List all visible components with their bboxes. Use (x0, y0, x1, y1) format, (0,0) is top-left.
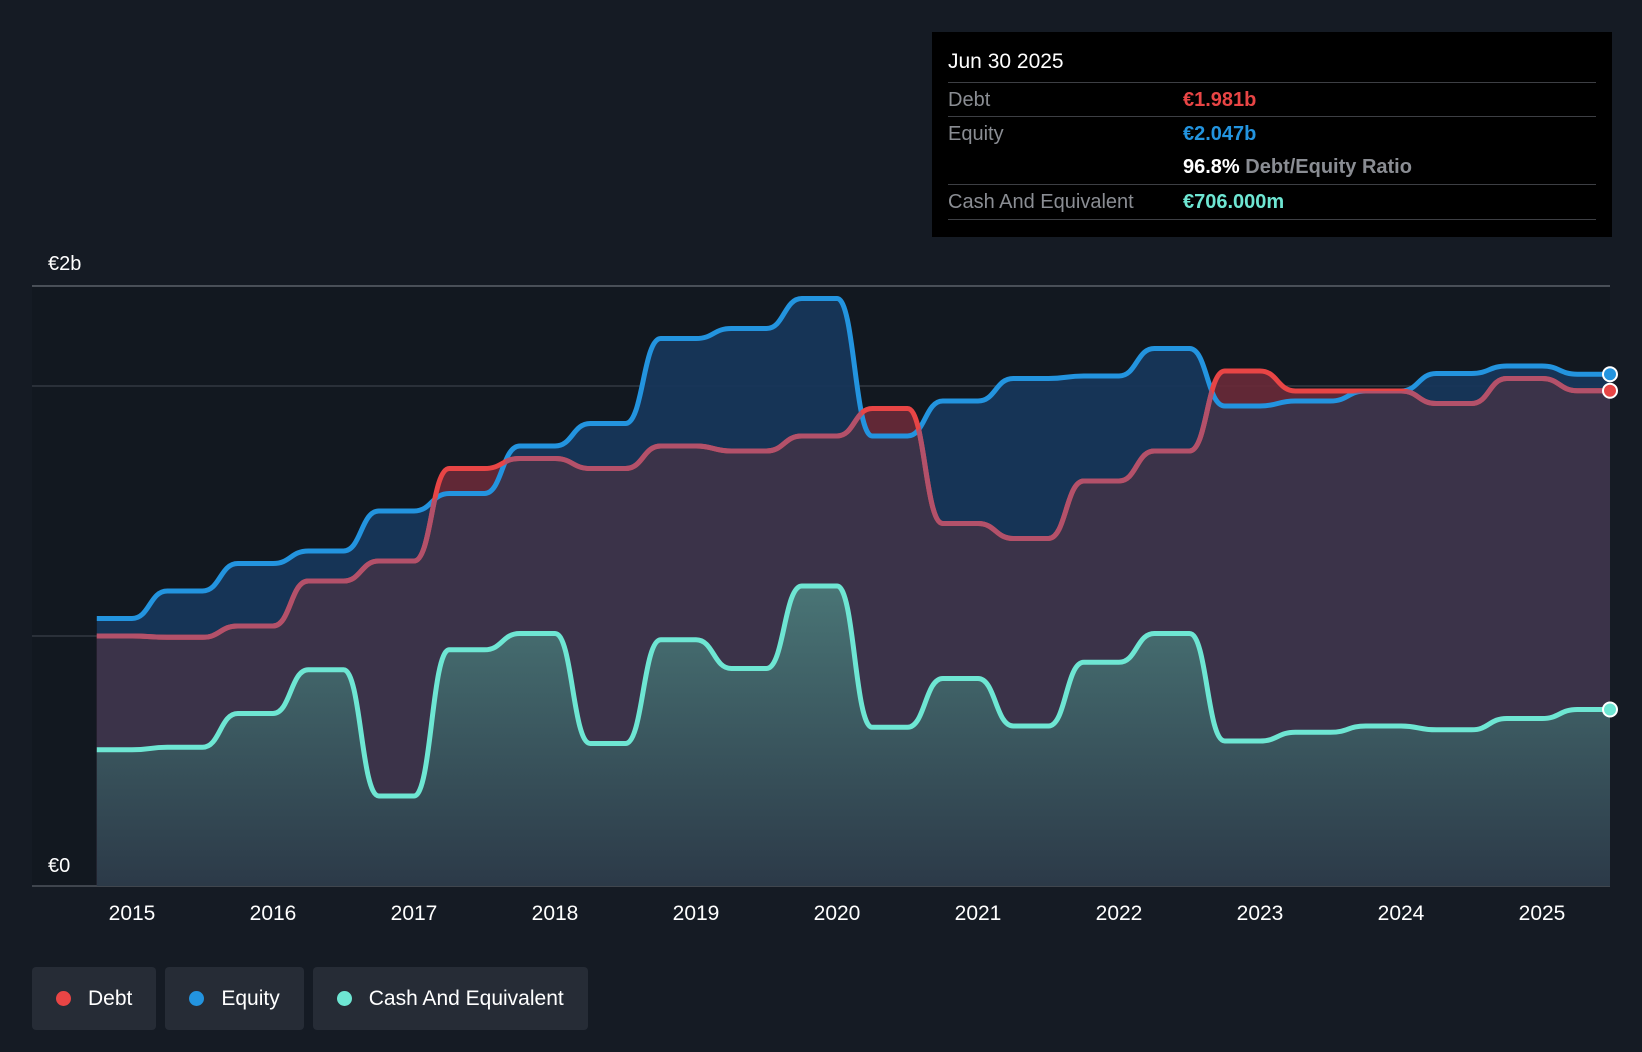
debt-dot-icon (56, 991, 71, 1006)
x-tick-label: 2018 (532, 902, 579, 925)
tooltip-debt-row: Debt €1.981b (948, 82, 1596, 117)
cash-endpoint (1602, 701, 1618, 718)
chart-lines (96, 296, 1613, 799)
series-endpoints (1602, 366, 1618, 718)
x-tick-label: 2024 (1378, 902, 1425, 925)
legend-debt-label: Debt (88, 986, 133, 1010)
x-tick-label: 2020 (814, 902, 861, 925)
tooltip-equity-label: Equity (948, 123, 1004, 145)
tooltip-ratio: 96.8% Debt/Equity Ratio (1183, 156, 1412, 179)
tooltip-ratio-label: Debt/Equity Ratio (1245, 156, 1412, 178)
y-axis: €2b €0 (48, 253, 81, 877)
x-tick-label: 2022 (1096, 902, 1143, 925)
x-tick-label: 2023 (1237, 902, 1284, 925)
tooltip-ratio-value: 96.8% (1183, 156, 1240, 178)
x-tick-label: 2017 (391, 902, 438, 925)
equity-line (96, 296, 1613, 621)
tooltip-equity-row: Equity €2.047b (948, 116, 1596, 151)
cash-line (96, 583, 1613, 799)
equity-endpoint (1602, 366, 1618, 383)
cash-area (96, 586, 1610, 886)
y-tick-label: €2b (48, 253, 81, 275)
tooltip-equity-value: €2.047b (1183, 123, 1257, 145)
legend-item-cash[interactable]: Cash And Equivalent (312, 967, 588, 1030)
tooltip-cash-value: €706.000m (1183, 191, 1285, 213)
x-tick-label: 2025 (1519, 902, 1566, 925)
legend-item-equity[interactable]: Equity (165, 967, 304, 1030)
x-tick-label: 2015 (109, 902, 156, 925)
debt-endpoint (1602, 382, 1618, 399)
legend-equity-label: Equity (221, 986, 280, 1010)
x-axis: 2015 2016 2017 2018 2019 2020 2021 2022 2023 2024… (109, 902, 1566, 925)
x-tick-label: 2016 (250, 902, 297, 925)
data-tooltip: Jun 30 2025 Debt €1.981b Equity €2.047b … (932, 32, 1612, 237)
legend-cash-label: Cash And Equivalent (368, 986, 564, 1010)
tooltip-cash-label: Cash And Equivalent (948, 191, 1134, 213)
tooltip-date: Jun 30 2025 (948, 50, 1064, 73)
legend-item-debt[interactable]: Debt (32, 967, 157, 1030)
cash-dot-icon (336, 991, 352, 1006)
tooltip-cash-row: Cash And Equivalent €706.000m (948, 184, 1596, 220)
equity-dot-icon (189, 991, 205, 1006)
chart-areas (96, 298, 1610, 886)
y-tick-label: €0 (48, 855, 70, 877)
tooltip-debt-label: Debt (948, 89, 991, 111)
x-tick-label: 2021 (955, 902, 1002, 925)
legend: Debt Equity Cash And Equivalent (32, 967, 588, 1030)
tooltip-debt-value: €1.981b (1183, 89, 1257, 111)
tooltip-ratio-row: 96.8% Debt/Equity Ratio (948, 150, 1596, 184)
x-tick-label: 2019 (673, 902, 720, 925)
